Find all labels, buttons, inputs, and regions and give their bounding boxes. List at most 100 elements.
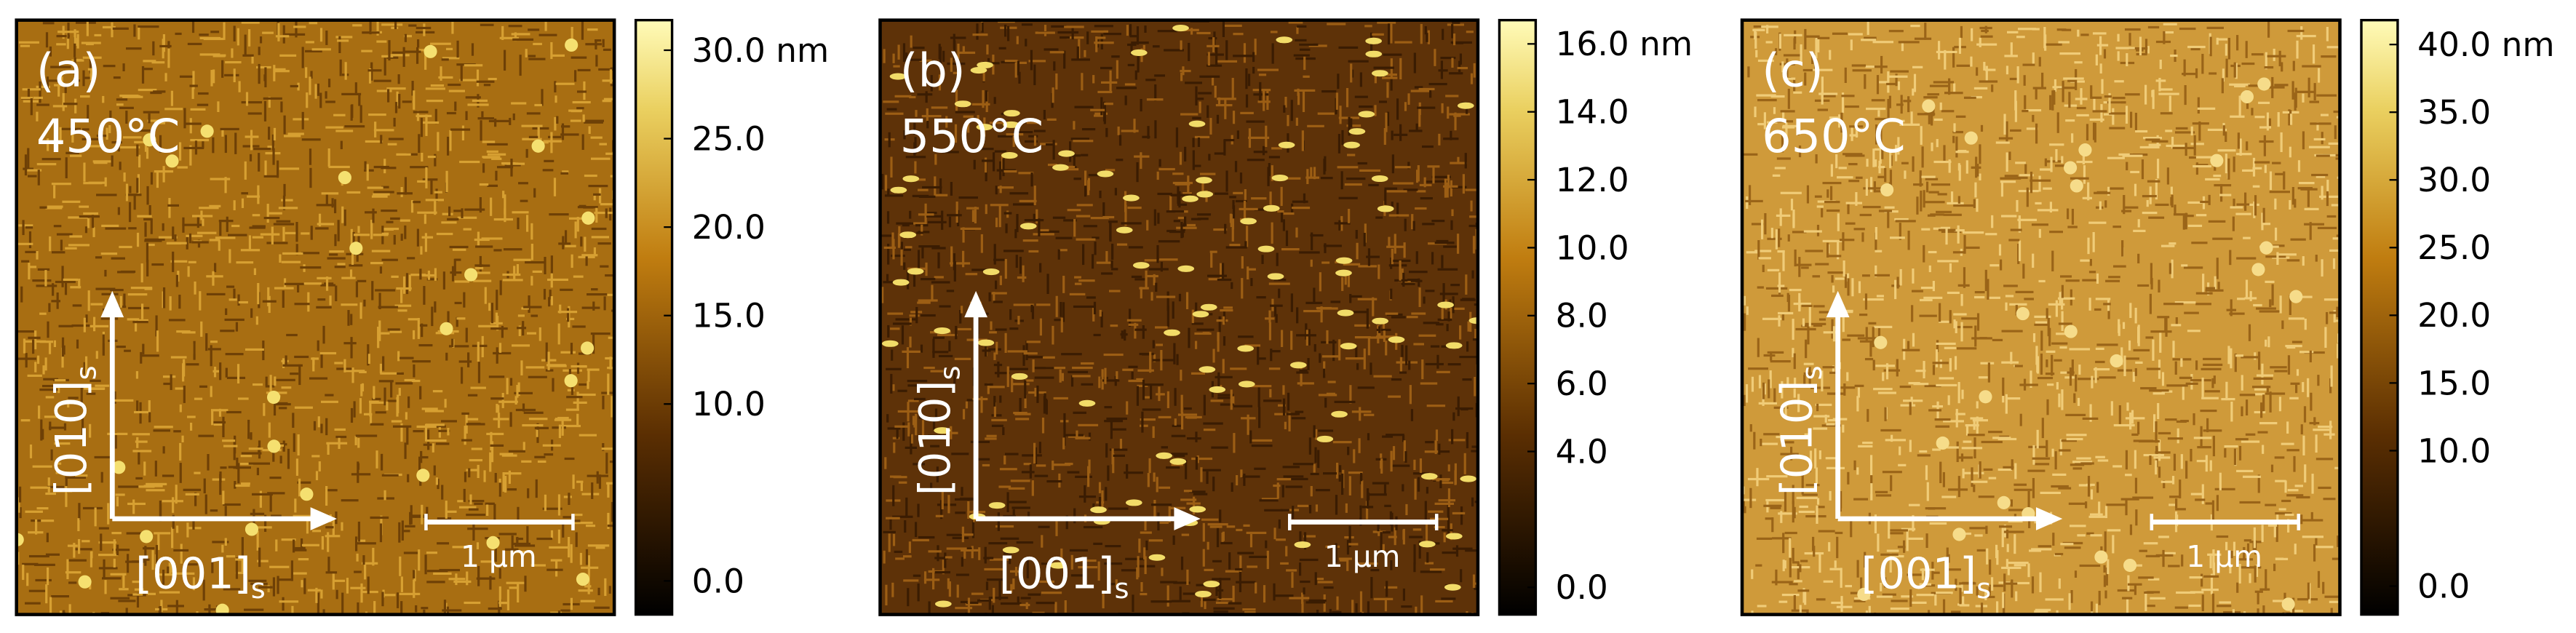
texture — [217, 101, 220, 112]
texture — [1404, 451, 1407, 463]
texture — [1104, 406, 1113, 409]
island — [1377, 205, 1394, 212]
texture — [602, 100, 612, 103]
texture — [337, 220, 340, 242]
texture — [886, 367, 902, 370]
texture — [329, 295, 332, 306]
texture — [110, 289, 124, 292]
texture — [334, 428, 346, 431]
texture — [2333, 110, 2340, 114]
texture — [282, 226, 285, 242]
texture — [963, 549, 966, 559]
texture — [1423, 322, 1440, 325]
texture — [1336, 596, 1339, 610]
island — [1078, 399, 1096, 407]
texture — [327, 557, 330, 573]
texture — [1100, 81, 1118, 84]
texture — [275, 35, 290, 38]
texture — [369, 21, 372, 35]
texture — [346, 578, 349, 594]
texture — [1232, 205, 1236, 219]
texture — [1937, 193, 1947, 196]
texture — [467, 103, 489, 106]
texture — [1919, 298, 1933, 302]
texture — [1069, 549, 1088, 552]
texture — [2217, 605, 2232, 608]
texture — [496, 290, 498, 311]
texture — [119, 245, 132, 249]
texture — [1843, 383, 1846, 396]
texture — [1247, 266, 1249, 280]
texture — [269, 493, 272, 512]
texture — [946, 547, 967, 550]
texture — [419, 268, 422, 280]
texture — [1947, 554, 1950, 563]
texture — [307, 589, 321, 592]
island — [934, 427, 951, 434]
texture — [600, 265, 609, 268]
texture — [2046, 350, 2056, 353]
texture — [538, 327, 541, 341]
texture — [1963, 440, 1972, 443]
texture — [528, 135, 538, 138]
texture — [1199, 172, 1216, 175]
texture — [1447, 106, 1450, 119]
axis-text: [001] — [999, 548, 1115, 598]
texture — [52, 283, 55, 296]
texture — [1859, 213, 1872, 217]
texture — [1826, 423, 1835, 426]
texture — [1357, 298, 1378, 300]
texture — [1073, 305, 1094, 308]
texture — [355, 281, 359, 298]
texture — [1390, 450, 1393, 472]
texture — [1149, 351, 1152, 373]
texture — [2061, 311, 2064, 331]
texture — [362, 555, 365, 565]
texture — [1434, 440, 1437, 455]
texture — [2032, 253, 2035, 268]
texture — [1147, 126, 1150, 139]
texture — [292, 413, 295, 428]
texture — [1470, 73, 1474, 84]
texture — [1249, 430, 1252, 444]
texture — [1337, 166, 1359, 169]
texture — [411, 379, 421, 383]
texture — [2266, 112, 2270, 131]
texture — [357, 602, 359, 615]
texture — [549, 290, 552, 300]
texture — [2217, 38, 2227, 41]
texture — [601, 391, 615, 394]
island — [1164, 329, 1180, 336]
texture — [1980, 35, 1993, 38]
texture — [1989, 560, 1992, 575]
texture — [960, 227, 982, 230]
texture — [144, 222, 147, 237]
texture — [897, 389, 907, 392]
texture — [1270, 304, 1283, 307]
texture — [1451, 24, 1454, 39]
texture — [2172, 341, 2175, 358]
texture — [1137, 369, 1154, 372]
texture — [87, 68, 97, 71]
texture — [419, 386, 422, 399]
texture — [2288, 109, 2291, 126]
texture — [476, 577, 496, 580]
texture — [1834, 277, 1845, 280]
texture — [2142, 211, 2158, 215]
texture — [987, 383, 990, 394]
texture — [1449, 113, 1470, 116]
texture — [1887, 75, 1908, 78]
texture — [73, 543, 76, 558]
texture — [1345, 503, 1348, 513]
texture — [382, 227, 399, 231]
texture — [1268, 322, 1272, 341]
texture — [320, 354, 323, 368]
texture — [24, 154, 28, 176]
texture — [1231, 227, 1234, 242]
texture — [1385, 341, 1388, 356]
texture — [1962, 596, 1965, 605]
texture — [281, 386, 292, 389]
texture — [244, 34, 247, 55]
texture — [2136, 52, 2147, 56]
texture — [508, 450, 525, 453]
